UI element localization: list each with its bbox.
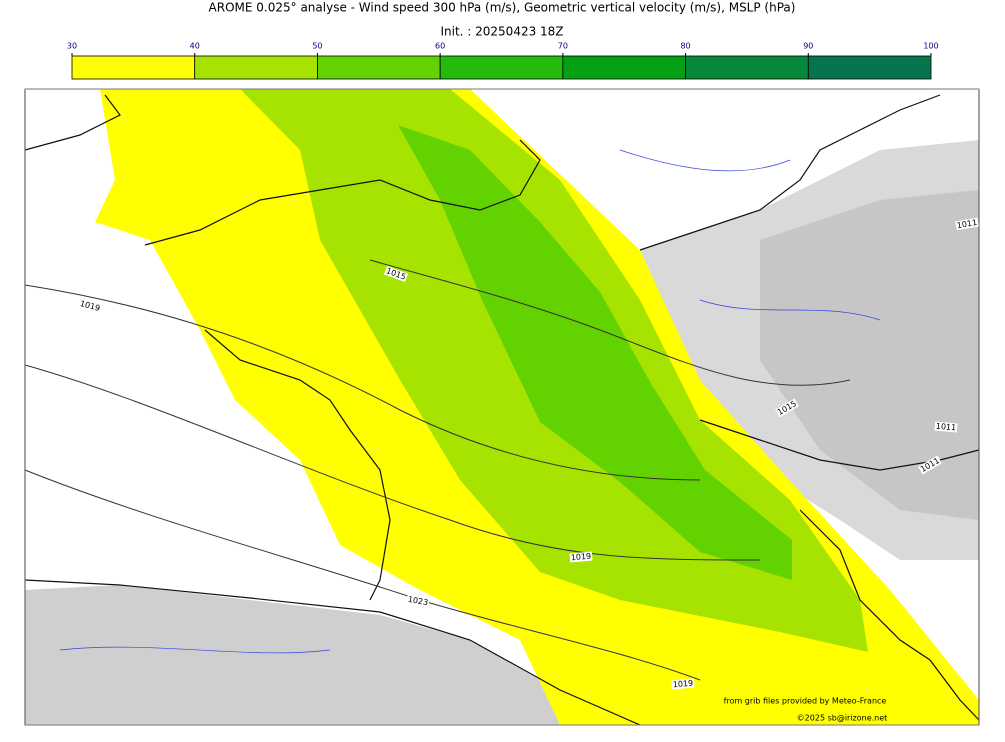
isobar-label: 1011 [956, 218, 978, 230]
colorbar-tick-label: 50 [312, 42, 322, 51]
isobar-label-bg [406, 594, 430, 608]
isobar-label-bg [775, 398, 799, 418]
isobar-label-bg [78, 298, 102, 314]
colorbar-tick-label: 80 [680, 42, 690, 51]
wind-50-60 [398, 125, 792, 580]
colorbar-tick-label: 30 [67, 42, 77, 51]
colorbar-tick-label: 60 [435, 42, 445, 51]
colorbar-tick-label: 90 [803, 42, 813, 51]
isobar [24, 259, 851, 681]
isobar-label-bg [918, 455, 942, 475]
colorbar-segment [317, 55, 441, 80]
isobar-label-bg [934, 421, 958, 433]
colorbar: 30 40 50 60 70 80 90 100 [67, 42, 939, 80]
isobar-label-bg [955, 217, 979, 231]
title: AROME 0.025° analyse - Wind speed 300 hP… [209, 1, 796, 15]
init-time: Init. : 20250423 18Z [440, 25, 563, 39]
isobar-label-bg [383, 265, 409, 283]
terrain [25, 585, 560, 725]
colorbar-segment [194, 55, 318, 80]
credit: from grib files provided by Meteo-France [724, 697, 887, 706]
isobar-label: 1019 [570, 552, 591, 563]
colorbar-segment [685, 55, 809, 80]
river [59, 149, 881, 654]
colorbar-tick-label: 70 [558, 42, 568, 51]
colorbar-tick-label: 40 [190, 42, 200, 51]
colorbar-segment [439, 55, 564, 80]
isobar-label-bg [671, 678, 695, 690]
map-frame [24, 88, 980, 726]
colorbar-tick-label: 100 [923, 42, 938, 51]
credit: ©2025 sb@irizone.net [797, 714, 888, 723]
isobar-label: 1023 [407, 595, 429, 607]
isobar-label: 1019 [672, 679, 693, 690]
colorbar-segment [807, 55, 932, 80]
terrain [760, 190, 979, 520]
colorbar-segment [71, 55, 196, 80]
colorbar-segment [562, 55, 686, 80]
isobar-label: 1011 [935, 422, 956, 433]
map [24, 88, 980, 726]
isobar-label-bg [569, 551, 593, 563]
